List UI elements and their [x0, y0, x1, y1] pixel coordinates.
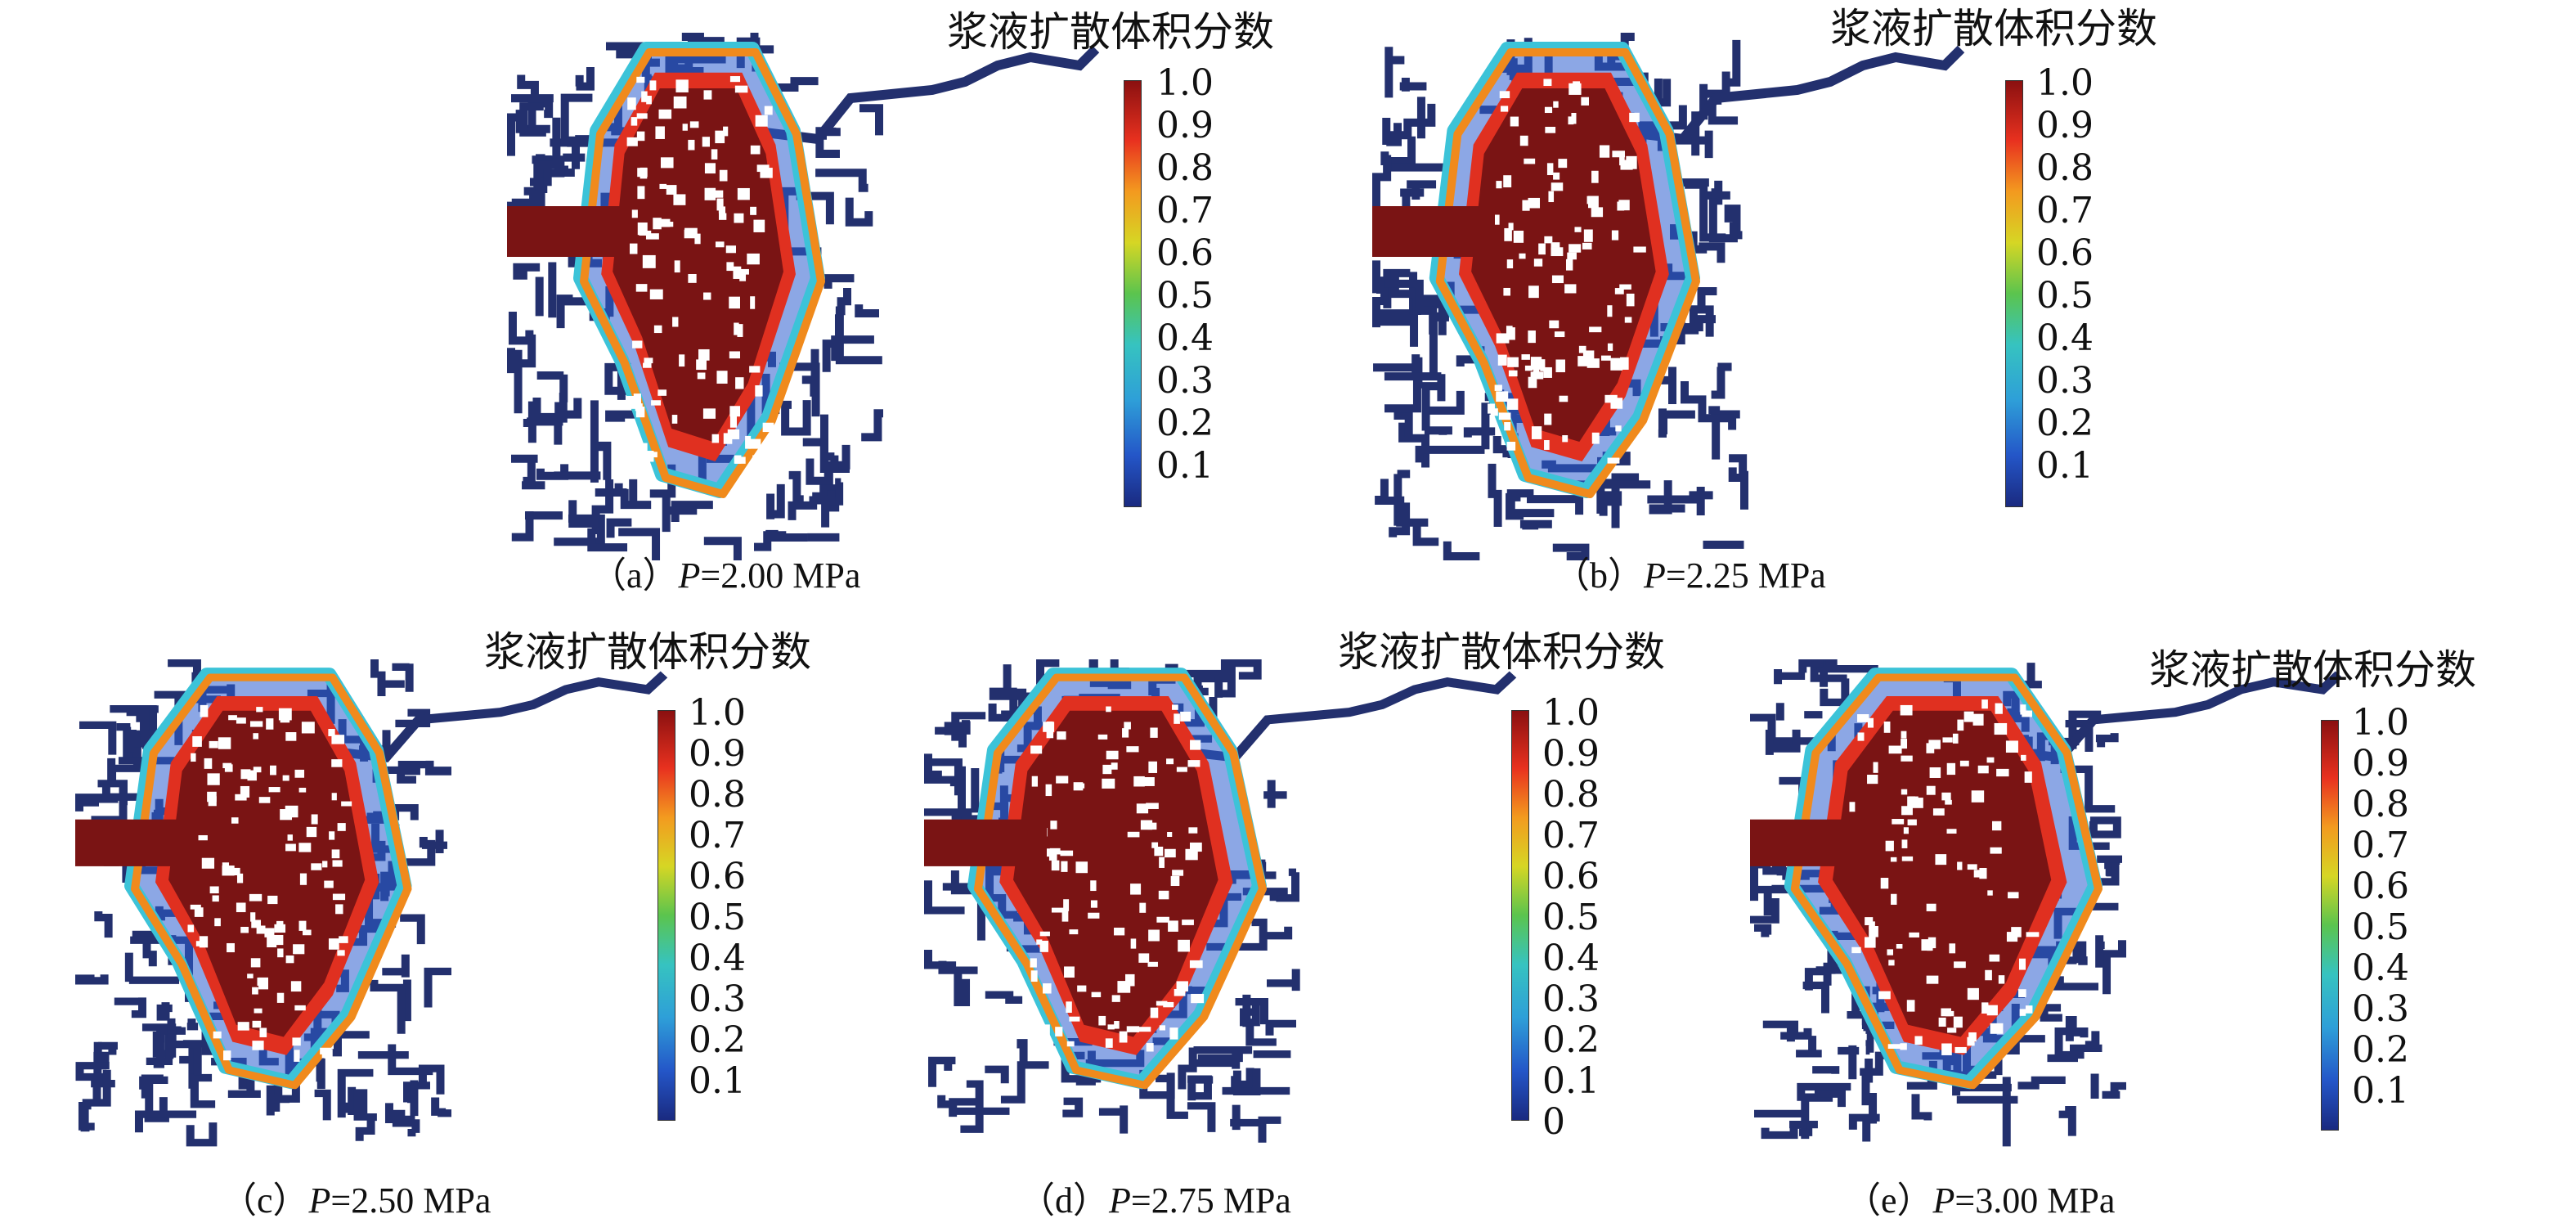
colorbar-d	[1511, 710, 1529, 1121]
colorbar-tick: 0.9	[2036, 105, 2094, 146]
colorbar-tick: 1.0	[689, 692, 746, 734]
caption-pvar-a: P	[678, 555, 701, 596]
colorbar-tick: 0.3	[1156, 360, 1214, 402]
colorbar-tick: 0.5	[1156, 275, 1214, 317]
colorbar-tick: 0.1	[1542, 1060, 1600, 1102]
caption-value-d: =2.75 MPa	[1130, 1180, 1291, 1221]
colorbar-tick: 0.7	[2036, 190, 2094, 232]
injection-borehole	[75, 819, 198, 866]
colorbar-tick: 0.8	[2036, 147, 2094, 189]
colorbar-a	[1124, 80, 1142, 507]
colorbar-c	[657, 710, 675, 1121]
rock-blocks	[183, 704, 352, 1062]
colorbar-tick: 0.8	[689, 774, 746, 816]
colorbar-tick: 1.0	[2036, 62, 2094, 104]
colorbar-tick: 0.2	[1156, 402, 1214, 444]
colorbar-title-a: 浆液扩散体积分数	[947, 8, 1274, 56]
colorbar-tick: 0.2	[2352, 1029, 2409, 1071]
caption-label-d: （d）	[1019, 1180, 1109, 1221]
colorbar-tick: 0.2	[689, 1019, 746, 1061]
caption-b: （b）P=2.25 MPa	[1554, 558, 1826, 594]
colorbar-tick: 1.0	[2352, 702, 2409, 744]
caption-label-c: （c）	[221, 1180, 309, 1221]
colorbar-title-b: 浆液扩散体积分数	[1830, 5, 2157, 52]
colorbar-tick: 0.7	[2352, 825, 2409, 866]
caption-a: （a）P=2.00 MPa	[590, 558, 860, 594]
colorbar-tick: 1.0	[1542, 692, 1600, 734]
caption-pvar-e: P	[1932, 1180, 1955, 1221]
colorbar-tick: 0.9	[1156, 105, 1214, 146]
colorbar-tick: 0.6	[2352, 866, 2409, 907]
colorbar-title-c: 浆液扩散体积分数	[484, 628, 811, 676]
colorbar-tick: 0.9	[1542, 733, 1600, 775]
colorbar-title-e: 浆液扩散体积分数	[2149, 646, 2476, 694]
colorbar-tick: 0.5	[2036, 275, 2094, 317]
caption-pvar-c: P	[308, 1180, 331, 1221]
colorbar-e	[2321, 720, 2339, 1131]
caption-d: （d）P=2.75 MPa	[1019, 1183, 1291, 1219]
colorbar-tick: 0.3	[689, 978, 746, 1020]
caption-label-a: （a）	[590, 555, 679, 596]
colorbar-tick: 0.7	[1542, 815, 1600, 857]
injection-borehole	[1372, 206, 1495, 257]
grout-body	[1471, 88, 1656, 442]
colorbar-tick: 0.4	[1156, 317, 1214, 359]
grout-diffusion-plot-d	[924, 659, 1517, 1143]
grout-body	[168, 710, 366, 1037]
colorbar-tick: 0.1	[689, 1060, 746, 1102]
colorbar-tick: 0.6	[1542, 856, 1600, 897]
colorbar-tick: 0.5	[689, 897, 746, 938]
colorbar-tick: 0.3	[2036, 360, 2094, 402]
colorbar-tick: 0.5	[2352, 906, 2409, 948]
colorbar-tick: 0.4	[1542, 937, 1600, 979]
colorbar-tick: 0.4	[2036, 317, 2094, 359]
injection-borehole	[1750, 819, 1873, 866]
colorbar-tick: 0.2	[1542, 1019, 1600, 1061]
colorbar-tick: 0.8	[2352, 784, 2409, 825]
colorbar-tick: 0.1	[2352, 1070, 2409, 1112]
colorbar-tick: 0.3	[2352, 988, 2409, 1030]
caption-pvar-b: P	[1644, 555, 1666, 596]
colorbar-tick: 0.5	[1542, 897, 1600, 938]
colorbar-tick: 0.2	[2036, 402, 2094, 444]
colorbar-tick: 0.4	[689, 937, 746, 979]
injection-borehole	[507, 206, 630, 257]
grout-diffusion-plot-b	[1372, 33, 1965, 560]
colorbar-tick: 0.9	[2352, 743, 2409, 785]
rock-blocks	[1849, 699, 2040, 1056]
colorbar-tick: 0.6	[2036, 232, 2094, 274]
injection-borehole	[924, 819, 1047, 866]
colorbar-tick: 0.7	[689, 815, 746, 857]
colorbar-tick: 1.0	[1156, 62, 1214, 104]
colorbar-tick: 0.6	[1156, 232, 1214, 274]
colorbar-tick: 0	[1542, 1101, 1565, 1143]
caption-value-c: =2.50 MPa	[330, 1180, 491, 1221]
caption-e: （e）P=3.00 MPa	[1845, 1183, 2115, 1219]
grout-body	[613, 88, 783, 442]
caption-label-e: （e）	[1845, 1180, 1933, 1221]
caption-value-b: =2.25 MPa	[1665, 555, 1826, 596]
rock-blocks	[1030, 704, 1205, 1052]
caption-pvar-d: P	[1109, 1180, 1131, 1221]
caption-value-a: =2.00 MPa	[700, 555, 861, 596]
caption-value-e: =3.00 MPa	[1954, 1180, 2116, 1221]
colorbar-tick: 0.1	[2036, 445, 2094, 487]
colorbar-tick: 0.6	[689, 856, 746, 897]
caption-c: （c）P=2.50 MPa	[221, 1183, 491, 1219]
colorbar-tick: 0.9	[689, 733, 746, 775]
colorbar-tick: 0.4	[2352, 947, 2409, 989]
grout-diffusion-plot-a	[507, 33, 1100, 560]
colorbar-title-d: 浆液扩散体积分数	[1338, 628, 1665, 676]
grout-diffusion-plot-e	[1750, 659, 2343, 1147]
colorbar-tick: 0.1	[1156, 445, 1214, 487]
colorbar-b	[2005, 80, 2023, 507]
colorbar-tick: 0.3	[1542, 978, 1600, 1020]
colorbar-tick: 0.8	[1156, 147, 1214, 189]
colorbar-tick: 0.7	[1156, 190, 1214, 232]
colorbar-tick: 0.8	[1542, 774, 1600, 816]
caption-label-b: （b）	[1554, 555, 1644, 596]
grout-body	[1013, 710, 1218, 1037]
grout-diffusion-plot-c	[75, 659, 668, 1147]
rock-blocks	[1487, 79, 1646, 465]
